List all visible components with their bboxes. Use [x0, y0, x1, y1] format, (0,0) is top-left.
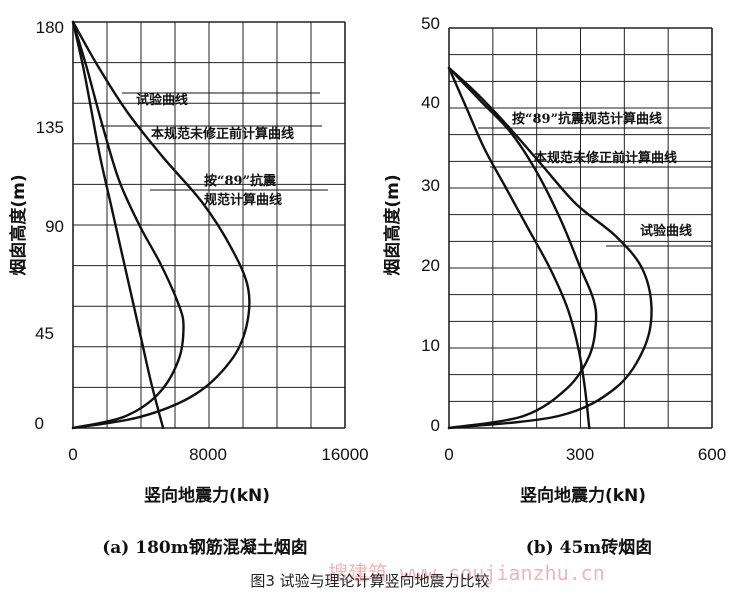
chart-b: 0 10 20 30 40 50 0 300 600 烟囱高度(m) 竖向地震力… [382, 14, 726, 558]
chart-a-xtick-label: 0 [68, 445, 77, 464]
chart-b-caption: (b) 45m砖烟囱 [526, 537, 653, 558]
chart-b-series-line-1 [447, 66, 653, 430]
chart-b-annotation-test: 试验曲线 [640, 223, 692, 239]
chart-b-xlabel: 竖向地震力(kN) [520, 485, 646, 506]
chart-a-leader-lines [100, 92, 328, 191]
chart-b-annotation-code89: 按“89”抗震规范计算曲线 [512, 111, 662, 127]
chart-b-xtick-label: 0 [444, 445, 453, 464]
chart-b-ytick-label: 10 [421, 336, 440, 355]
chart-b-ytick-label: 40 [421, 93, 440, 112]
chart-a-xtick-label: 16000 [321, 445, 368, 464]
chart-a-ytick-label: 90 [45, 217, 64, 236]
figure-caption: 图3 试验与理论计算竖向地震力比较 [250, 572, 489, 590]
chart-b-grid [448, 27, 713, 429]
chart-a-ytick-label: 0 [35, 414, 44, 433]
chart-a-caption: (a) 180m钢筋混凝土烟囱 [102, 537, 308, 558]
chart-b-leader-lines [478, 127, 712, 247]
chart-b-ytick-label: 50 [421, 14, 440, 33]
chart-b-series-line-2 [447, 66, 598, 430]
watermark: 搜建筑 www.soujianzhu.cn [328, 561, 605, 585]
chart-a-annotation-code89-line1: 按“89”抗震 [204, 173, 277, 189]
chart-b-series-line-3 [447, 66, 591, 430]
chart-a-grid [72, 21, 346, 429]
chart-a-ytick-label: 180 [36, 18, 64, 37]
chart-a-series-line-3 [71, 20, 165, 430]
chart-a-ytick-label: 135 [36, 118, 64, 137]
chart-b-ylabel: 烟囱高度(m) [382, 174, 403, 275]
chart-a-annotation-unmodified: 本规范未修正前计算曲线 [151, 126, 294, 142]
chart-a: 0 45 90 135 180 0 8000 16000 烟囱高度(m) 竖向地… [8, 18, 369, 558]
chart-b-ytick-label: 0 [431, 416, 440, 435]
chart-a-xtick-label: 8000 [189, 445, 227, 464]
chart-a-ylabel: 烟囱高度(m) [8, 174, 29, 275]
chart-a-series [71, 20, 251, 430]
chart-a-ytick-label: 45 [35, 324, 54, 343]
chart-a-series-line-2 [71, 20, 251, 430]
chart-a-annotation-test: 试验曲线 [136, 92, 188, 108]
chart-b-ytick-label: 30 [421, 176, 440, 195]
chart-a-annotation-code89-line2: 规范计算曲线 [204, 192, 282, 208]
chart-b-annotation-unmodified: 本规范未修正前计算曲线 [534, 150, 677, 166]
chart-b-xtick-label: 300 [566, 445, 594, 464]
chart-b-ytick-label: 20 [421, 256, 440, 275]
chart-a-xlabel: 竖向地震力(kN) [144, 485, 270, 506]
chart-b-xtick-label: 600 [698, 445, 726, 464]
chart-b-series [447, 66, 653, 430]
